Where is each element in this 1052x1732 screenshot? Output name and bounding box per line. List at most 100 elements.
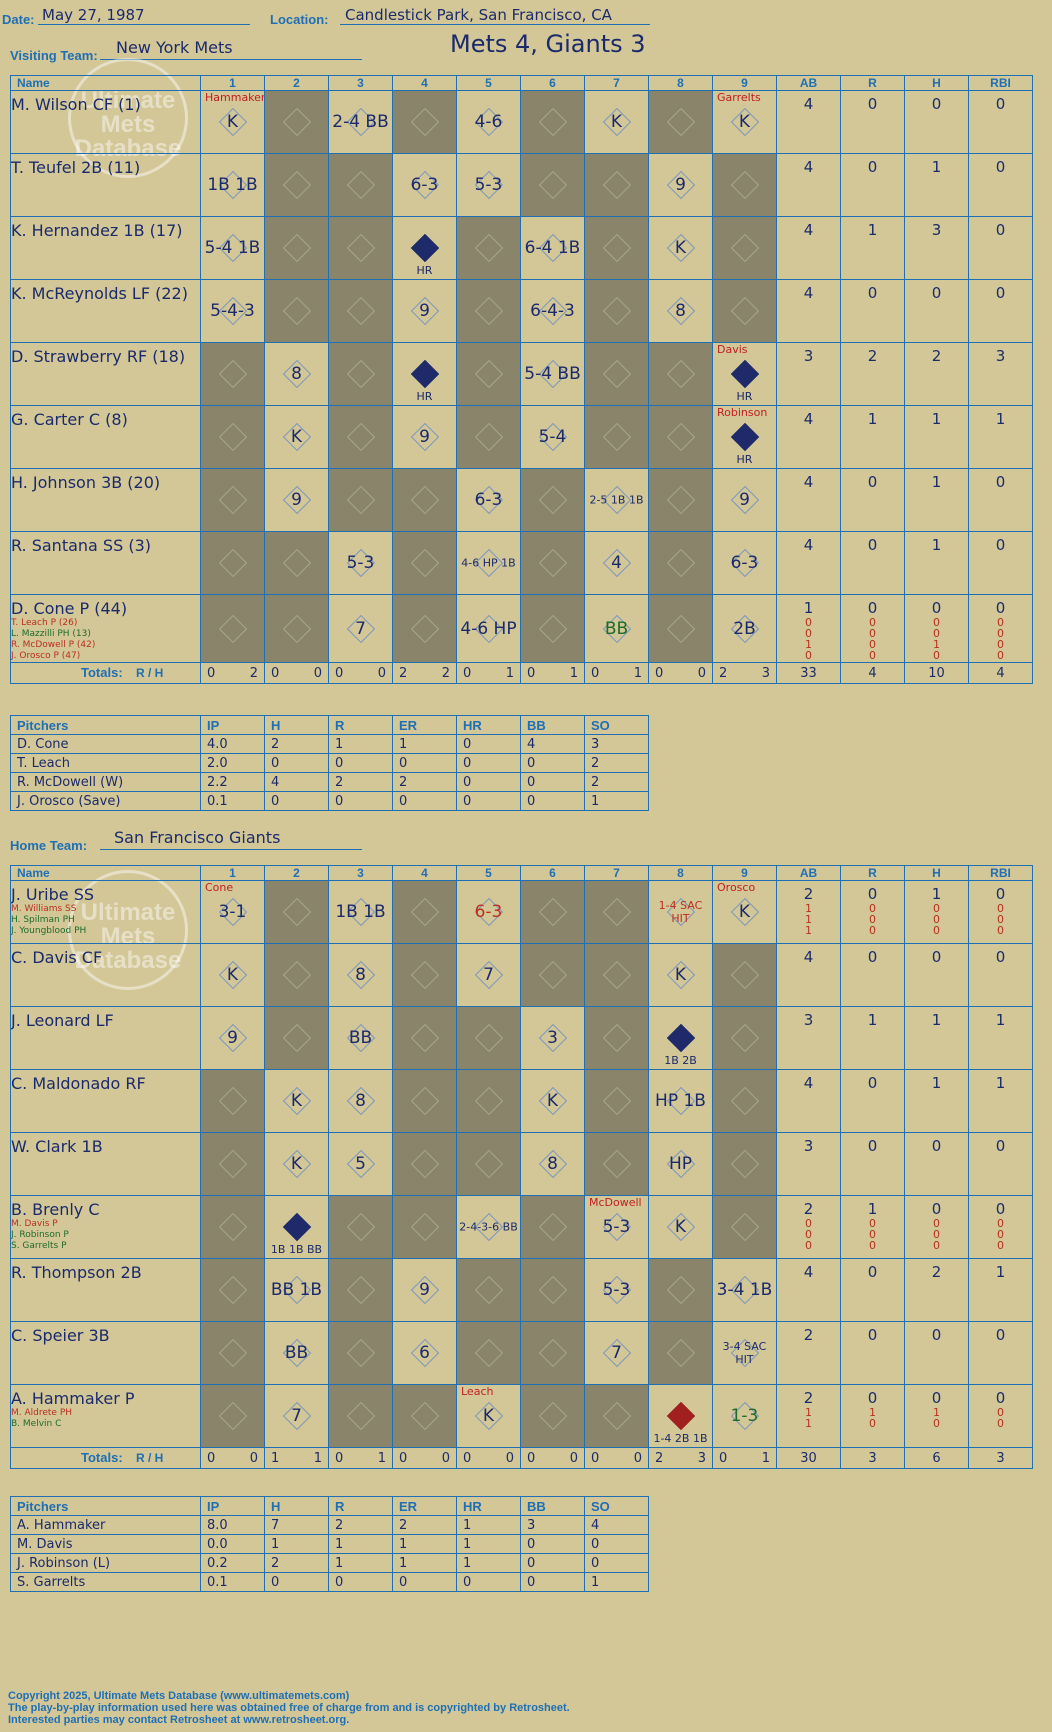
sub-stat-value: 0 <box>869 616 876 629</box>
visiting-team-name: New York Mets <box>116 38 233 57</box>
pitcher-row: J. Orosco (Save) 0.1 0 0 0 0 0 1 <box>10 791 649 811</box>
play-cell <box>392 880 457 944</box>
base-diamond <box>282 960 311 990</box>
batter-name-cell: M. Wilson CF (1) <box>10 90 201 154</box>
inning-hits: 1 <box>633 665 642 681</box>
inning-runs: 0 <box>463 665 472 681</box>
play-cell <box>328 468 393 532</box>
play-result: 5 <box>355 1154 366 1174</box>
sub-stat-value: 0 <box>805 627 812 640</box>
stat-value: 4 <box>803 410 814 428</box>
play-result: 6 <box>419 1343 430 1363</box>
stat-value: 0 <box>995 473 1006 491</box>
batter-name: R. Thompson 2B <box>11 1263 142 1282</box>
base-diamond <box>346 1338 375 1368</box>
stat-value: 4 <box>803 284 814 302</box>
base-diamond <box>346 296 375 326</box>
play-cell <box>200 1321 265 1385</box>
play-cell <box>520 90 585 154</box>
stat-value: 0 <box>995 284 1006 302</box>
stat-h: 1 <box>904 405 969 469</box>
play-cell: K <box>264 1069 329 1133</box>
play-cell: 2B <box>712 594 777 663</box>
inning-runs: 0 <box>591 665 600 681</box>
stat-value: 2 <box>931 347 942 365</box>
play-result: 2-4-3-6 BB <box>459 1220 518 1234</box>
play-cell <box>712 1195 777 1259</box>
inning-runs: 1 <box>271 1450 280 1466</box>
base-diamond <box>218 548 247 578</box>
stat-r: 0 <box>840 90 905 154</box>
pitcher-stat-hr: 0 <box>456 791 521 811</box>
play-cell: 8 <box>328 943 393 1007</box>
pitcher-stat-so: 1 <box>584 1572 649 1592</box>
pitching-change-name: Garrelts <box>717 91 761 105</box>
pitchers-header-row: Pitchers IP H R ER HR BB SO <box>10 1496 649 1516</box>
stat-value: 4 <box>803 1074 814 1092</box>
base-diamond <box>346 422 375 452</box>
play-result: K <box>546 1091 559 1111</box>
stat-value: 0 <box>931 948 942 966</box>
substitutes-list: M. Aldrete PH B. Melvin C <box>12 1408 200 1430</box>
base-diamond <box>538 1338 567 1368</box>
sub-stat-value: 0 <box>997 1239 1004 1252</box>
play-result: BB <box>604 618 629 639</box>
pitcher-row: D. Cone 4.0 2 1 1 0 4 3 <box>10 734 649 754</box>
stat-r: 1 <box>840 216 905 280</box>
play-cell <box>200 1195 265 1259</box>
inning-hits: 0 <box>505 1450 514 1466</box>
base-diamond <box>730 960 759 990</box>
inning-runs: 2 <box>399 665 408 681</box>
play-result: HR <box>416 264 433 277</box>
base-diamond <box>474 359 503 389</box>
play-cell <box>520 531 585 595</box>
sub-stat-value: 1 <box>805 1417 812 1430</box>
pitcher-stat-h: 0 <box>264 791 329 811</box>
inning-header-9: 9 <box>712 865 777 881</box>
play-cell: 5-3 McDowell <box>584 1195 649 1259</box>
stat-r: 0 <box>840 1132 905 1196</box>
pitcher-col-r: R <box>328 1496 393 1516</box>
stat-header-r: R <box>840 865 905 881</box>
stat-rbi: 0 <box>968 531 1033 595</box>
play-cell: 3-4 1B <box>712 1258 777 1322</box>
stat-value: 1 <box>995 1263 1006 1281</box>
stat-value: 1 <box>867 1011 878 1029</box>
stat-value: 0 <box>995 948 1006 966</box>
play-result: 9 <box>291 490 302 510</box>
pitcher-name: M. Davis <box>10 1534 201 1554</box>
play-cell <box>456 216 521 280</box>
base-diamond <box>410 233 439 263</box>
inning-header-4: 4 <box>392 865 457 881</box>
pitching-change-name: Cone <box>205 881 234 895</box>
batter-name: K. McReynolds LF (22) <box>11 284 188 303</box>
play-cell <box>264 90 329 154</box>
batter-name: C. Maldonado RF <box>11 1074 146 1093</box>
base-diamond <box>410 485 439 515</box>
sub-stat-value: 0 <box>933 649 940 662</box>
pitcher-stat-hr: 0 <box>456 772 521 792</box>
pitcher-stat-er: 1 <box>392 734 457 754</box>
visiting-underline <box>100 59 362 60</box>
play-cell <box>456 1006 521 1070</box>
play-cell: 5-4 1B <box>200 216 265 280</box>
stat-ab: 4 <box>776 90 841 154</box>
pitching-change-name: Leach <box>461 1385 494 1399</box>
play-cell <box>392 468 457 532</box>
sub-stat-value: 1 <box>933 638 940 651</box>
play-result: K <box>290 1091 303 1111</box>
play-cell <box>520 594 585 663</box>
stat-header-h: H <box>904 865 969 881</box>
stat-r: 0 <box>840 1321 905 1385</box>
stat-r: 0 <box>840 468 905 532</box>
batter-name-cell: B. Brenly C M. Davis P J. Robinson P S. Gar… <box>10 1195 201 1259</box>
